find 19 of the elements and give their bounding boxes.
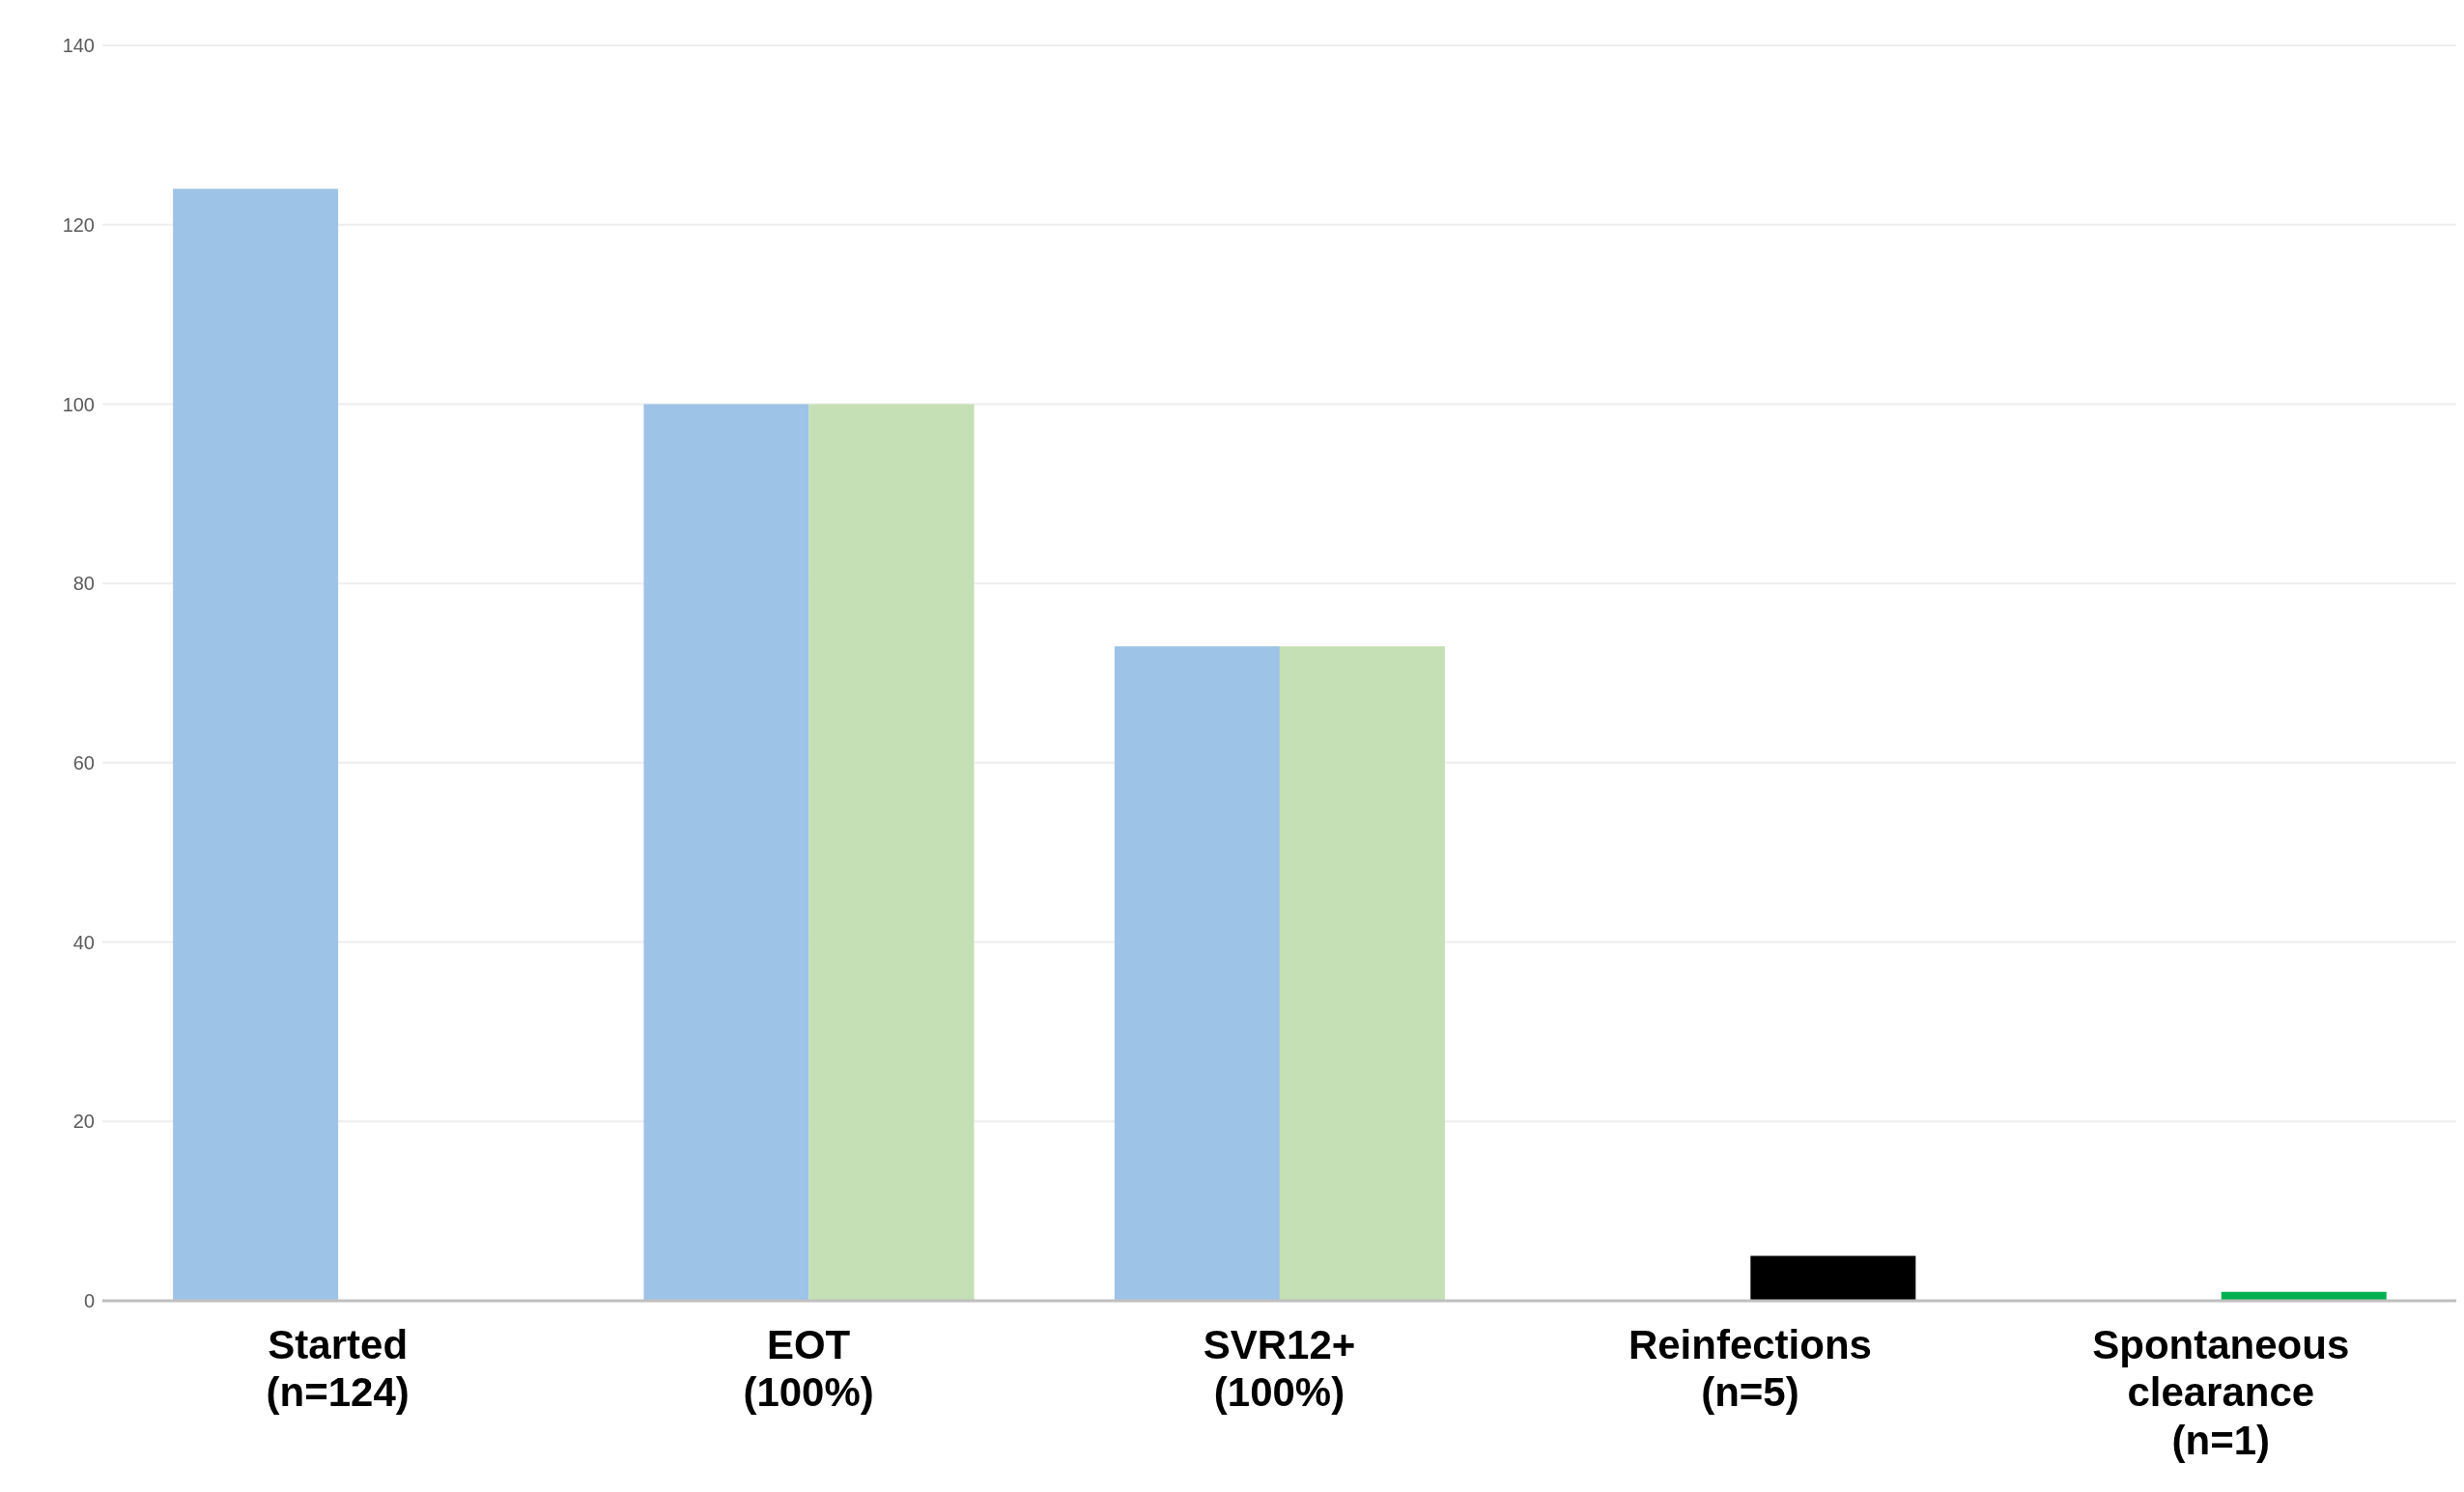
x-tick-label: EOT (100%) bbox=[743, 1321, 874, 1416]
bar bbox=[808, 404, 975, 1301]
y-tick-label: 60 bbox=[72, 751, 95, 774]
bar bbox=[1114, 646, 1280, 1301]
bar bbox=[1750, 1255, 1916, 1301]
y-tick-label: 120 bbox=[62, 213, 95, 236]
bar bbox=[173, 188, 339, 1301]
x-tick-label: Reinfections (n=5) bbox=[1628, 1321, 1872, 1416]
y-tick-label: 20 bbox=[72, 1111, 95, 1133]
y-tick-label: 140 bbox=[62, 35, 95, 57]
y-tick-label: 100 bbox=[62, 393, 95, 415]
x-tick-label: SVR12+ (100%) bbox=[1203, 1321, 1356, 1416]
y-tick-label: 40 bbox=[72, 931, 95, 953]
y-tick-label: 80 bbox=[72, 573, 95, 595]
bar bbox=[1279, 646, 1445, 1301]
x-tick-label: Started (n=124) bbox=[266, 1321, 410, 1416]
x-tick-label: Spontaneous clearance (n=1) bbox=[2092, 1321, 2350, 1463]
bar bbox=[643, 404, 809, 1301]
y-tick-label: 0 bbox=[83, 1290, 95, 1312]
